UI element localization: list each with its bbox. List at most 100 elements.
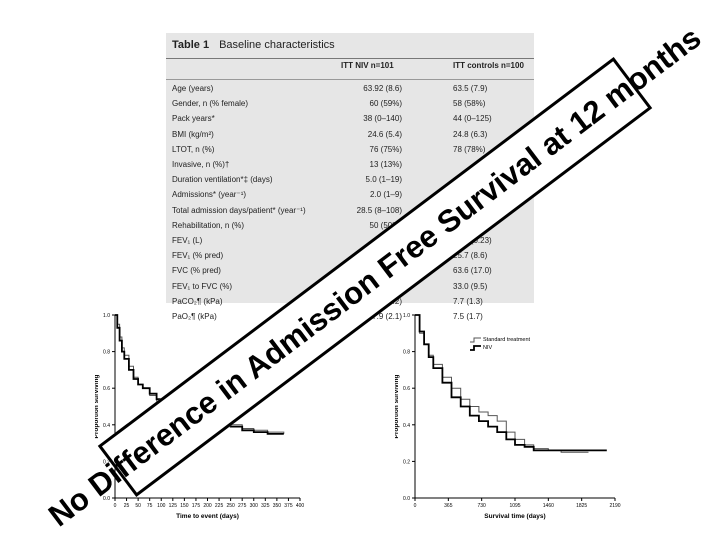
y-tick-label: 0.0 [103,496,110,502]
x-tick-label: 275 [238,503,247,509]
x-tick-label: 0 [414,503,417,509]
y-tick-label: 1.0 [103,313,110,319]
x-tick-label: 0 [114,503,117,509]
row-label: Duration ventilation*‡ (days) [172,175,273,185]
row-value-niv: 38 (0–140) [363,114,402,124]
row-value-controls: 33.0 (9.5) [453,281,488,291]
row-value-niv: 28.5 (8–108) [356,205,402,215]
row-label: Invasive, n (%)† [172,160,230,169]
row-label: Age (years) [172,84,214,93]
x-tick-label: 100 [157,503,166,509]
row-value-controls: 24.8 (6.3) [453,129,488,139]
y-tick-label: 0.8 [403,350,410,356]
x-tick-label: 400 [296,503,305,509]
table-row: LTOT, n (%) 76 (75%) 78 (78%) [166,145,534,157]
x-tick-label: 375 [284,503,293,509]
x-tick-label: 225 [215,503,224,509]
row-label: LTOT, n (%) [172,144,215,154]
row-label: Admissions* (year⁻¹) [172,190,247,200]
x-tick-label: 365 [444,503,453,509]
table-number: Table 1 [172,39,210,51]
table-row: Age (years) 63.92 (8.6) 63.5 (7.9) [166,84,534,96]
row-value-niv: 5.0 (1–19) [365,175,402,185]
row-value-niv: 7.9 (2.1) [372,312,402,321]
row-value-controls: 7.5 (1.7) [453,312,483,321]
x-tick-label: 50 [135,503,141,509]
table-row: Pack years* 38 (0–140) 44 (0–125) [166,114,534,126]
row-label: Total admission days/patient* (year⁻¹) [172,205,306,215]
x-tick-label: 1460 [543,503,554,509]
x-tick-label: 1095 [509,503,520,509]
x-tick-label: 175 [192,503,201,509]
table-header-rule [166,79,534,80]
y-axis-label: Proportion surviving [395,375,400,439]
table-caption: Baseline characteristics [219,39,335,51]
table-row: Gender, n (% female) 60 (59%) 58 (58%) [166,99,534,111]
x-tick-label: 300 [250,503,259,509]
row-label: BMI (kg/m²) [172,129,214,139]
row-value-niv: 24.6 (5.4) [367,129,402,139]
table-row: FEV₁ to FVC (%) 33.0 (9.5) [166,282,534,294]
table-row: Total admission days/patient* (year⁻¹) 28… [166,206,534,218]
y-tick-label: 0.6 [403,386,410,392]
x-tick-label: 1825 [576,503,587,509]
x-tick-label: 150 [180,503,189,509]
row-label: FEV₁ (% pred) [172,251,224,261]
table-row: FVC (% pred) 63.6 (17.0) [166,266,534,278]
survival-curve-2 [415,314,607,452]
x-tick-label: 200 [203,503,212,509]
legend-swatch [470,337,481,343]
col-header-controls: ITT controls n=100 [453,61,524,70]
x-axis-label: Survival time (days) [484,513,545,520]
x-tick-label: 75 [147,503,153,509]
y-tick-label: 0.6 [103,386,110,392]
row-value-niv: 13 (13%) [369,160,402,169]
legend-label: NIV [483,345,493,351]
row-label: Rehabilitation, n (%) [172,220,245,230]
table-row: PaO₂¶ (kPa) 7.9 (2.1) 7.5 (1.7) [166,312,534,324]
y-axis-label: Proportion surviving [95,375,100,439]
table-row: FEV₁ (% pred) 25.7 (8.6) [166,251,534,263]
legend-swatch [470,345,481,351]
row-label: FEV₁ (L) [172,236,203,245]
y-tick-label: 0.2 [103,459,110,465]
legend-label: Standard treatment [483,337,531,343]
x-tick-label: 730 [477,503,486,509]
y-tick-label: 0.0 [403,496,410,502]
row-value-controls: 7.7 (1.3) [453,296,483,306]
table-title: Table 1 Baseline characteristics [172,39,335,51]
row-value-controls: 63.5 (7.9) [453,84,488,93]
table-row: Admissions* (year⁻¹) 2.0 (1–9) [166,190,534,202]
x-tick-label: 325 [261,503,270,509]
row-value-controls: 63.6 (17.0) [453,266,492,276]
x-axis-label: Time to event (days) [176,513,239,520]
y-tick-label: 0.8 [103,350,110,356]
row-value-niv: 2.0 (1–9) [369,190,402,200]
row-value-controls: 44 (0–125) [453,114,492,124]
row-label: FVC (% pred) [172,266,221,276]
row-value-niv: 50 (50%) [369,220,402,230]
row-label: Gender, n (% female) [172,99,249,109]
x-tick-label: 2190 [609,503,620,509]
col-header-niv: ITT NIV n=101 [341,61,394,70]
x-tick-label: 25 [124,503,130,509]
row-value-controls: 25.7 (8.6) [453,251,488,261]
row-label: FEV₁ to FVC (%) [172,281,233,291]
table-row: Invasive, n (%)† 13 (13%) [166,160,534,172]
x-tick-label: 250 [226,503,235,509]
y-tick-label: 0.4 [103,423,110,429]
row-label: PaO₂¶ (kPa) [172,312,217,321]
row-value-niv: 60 (59%) [369,99,402,109]
table-top-rule [166,58,534,59]
table-row: BMI (kg/m²) 24.6 (5.4) 24.8 (6.3) [166,130,534,142]
x-tick-label: 125 [169,503,178,509]
x-tick-label: 350 [273,503,282,509]
row-value-niv: 63.92 (8.6) [363,84,402,93]
row-value-niv: 76 (75%) [369,144,402,154]
table-row: Duration ventilation*‡ (days) 5.0 (1–19) [166,175,534,187]
row-value-controls: 78 (78%) [453,144,486,154]
row-label: PaCO₂¶ (kPa) [172,296,223,306]
y-tick-label: 0.4 [403,423,410,429]
y-tick-label: 1.0 [403,313,410,319]
y-tick-label: 0.2 [403,459,410,465]
